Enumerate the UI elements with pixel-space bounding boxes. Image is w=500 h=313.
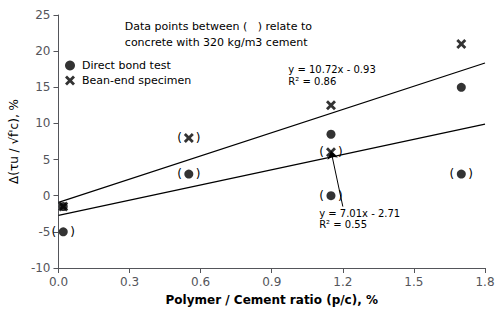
svg-text:0.0: 0.0 [49, 275, 68, 289]
svg-text:5: 5 [43, 153, 51, 167]
svg-text:0.6: 0.6 [191, 275, 210, 289]
svg-text:(: ( [177, 131, 182, 145]
svg-text:): ) [196, 131, 201, 145]
svg-text:Polymer / Cement ratio (p/c),: Polymer / Cement ratio (p/c), % [166, 293, 378, 307]
svg-text:R² = 0.55: R² = 0.55 [319, 219, 367, 230]
svg-text:Direct bond test: Direct bond test [82, 59, 171, 72]
svg-text:1.8: 1.8 [475, 275, 494, 289]
svg-text:15: 15 [35, 80, 50, 94]
svg-text:y = 7.01x - 2.71: y = 7.01x - 2.71 [319, 208, 400, 219]
svg-text:Δ(τu / √f'c), %: Δ(τu / √f'c), % [7, 99, 21, 184]
svg-text:0: 0 [43, 189, 51, 203]
svg-text:(: ( [52, 225, 57, 239]
svg-text:25: 25 [35, 8, 50, 22]
svg-text:20: 20 [35, 44, 50, 58]
svg-text:): ) [338, 189, 343, 203]
svg-text:(: ( [177, 167, 182, 181]
svg-text:1.5: 1.5 [404, 275, 423, 289]
svg-text:1.2: 1.2 [333, 275, 352, 289]
svg-text:(: ( [450, 167, 455, 181]
svg-text:): ) [70, 225, 75, 239]
svg-text:10: 10 [35, 116, 50, 130]
svg-text:Bean-end specimen: Bean-end specimen [82, 74, 191, 87]
svg-text:): ) [196, 167, 201, 181]
svg-text:): ) [468, 167, 473, 181]
svg-text:(: ( [319, 189, 324, 203]
svg-text:Data points between ( ) rela: Data points between ( ) relate to [125, 20, 312, 33]
svg-text:y = 10.72x - 0.93: y = 10.72x - 0.93 [288, 64, 375, 75]
svg-text:-10: -10 [31, 261, 51, 275]
svg-text:): ) [338, 145, 343, 159]
svg-text:R² = 0.86: R² = 0.86 [288, 76, 336, 87]
svg-text:-5: -5 [39, 225, 51, 239]
svg-text:0.9: 0.9 [262, 275, 281, 289]
svg-text:(: ( [319, 145, 324, 159]
svg-text:0.3: 0.3 [120, 275, 139, 289]
svg-text:concrete with 320 kg/m3 cement: concrete with 320 kg/m3 cement [125, 36, 308, 49]
